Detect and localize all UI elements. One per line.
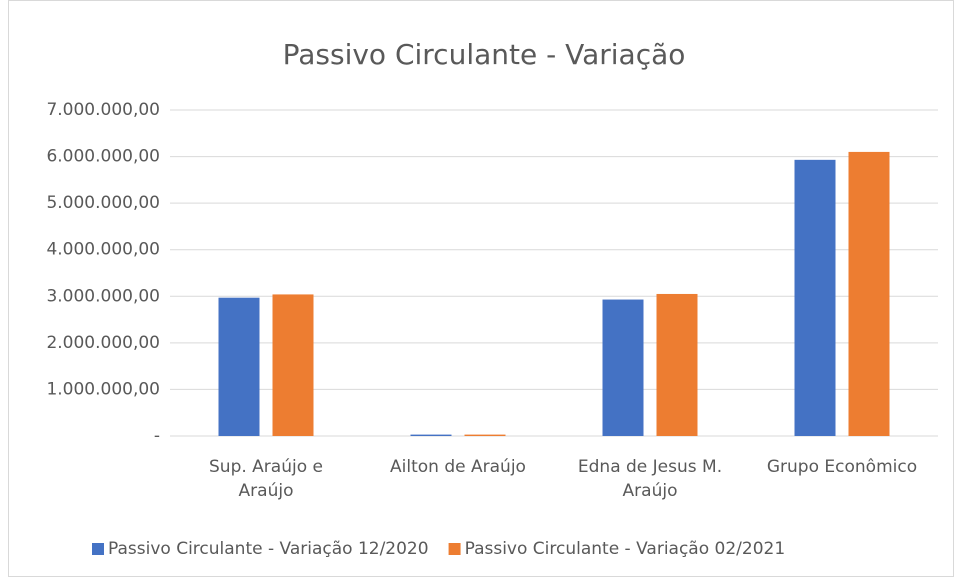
y-tick-label: 7.000.000,00 (46, 100, 160, 120)
bar (794, 159, 836, 436)
y-tick-label: 1.000.000,00 (46, 379, 160, 399)
legend-swatch (92, 543, 104, 555)
legend-swatch (448, 543, 461, 555)
y-tick-label: 6.000.000,00 (46, 147, 160, 167)
bar (410, 434, 452, 436)
bar (848, 151, 890, 436)
y-tick-label: 4.000.000,00 (46, 240, 160, 260)
bar (272, 294, 314, 436)
x-tick-label: Grupo Econômico (766, 457, 918, 477)
y-tick-label: 5.000.000,00 (46, 193, 160, 213)
bar (602, 299, 644, 436)
y-tick-label: - (154, 426, 160, 446)
bar (218, 297, 260, 436)
bar (656, 293, 698, 436)
y-tick-label: 3.000.000,00 (46, 286, 160, 306)
legend-label: Passivo Circulante - Variação 12/2020 (108, 539, 429, 559)
x-tick-label: Sup. Araújo e Araújo (209, 457, 323, 501)
y-tick-label: 2.000.000,00 (46, 333, 160, 353)
x-tick-label: Ailton de Araújo (390, 457, 526, 477)
bar (464, 434, 506, 436)
chart-title: Passivo Circulante - Variação (283, 38, 686, 71)
legend-label: Passivo Circulante - Variação 02/2021 (465, 539, 786, 559)
x-tick-label: Edna de Jesus M. Araújo (577, 457, 723, 501)
